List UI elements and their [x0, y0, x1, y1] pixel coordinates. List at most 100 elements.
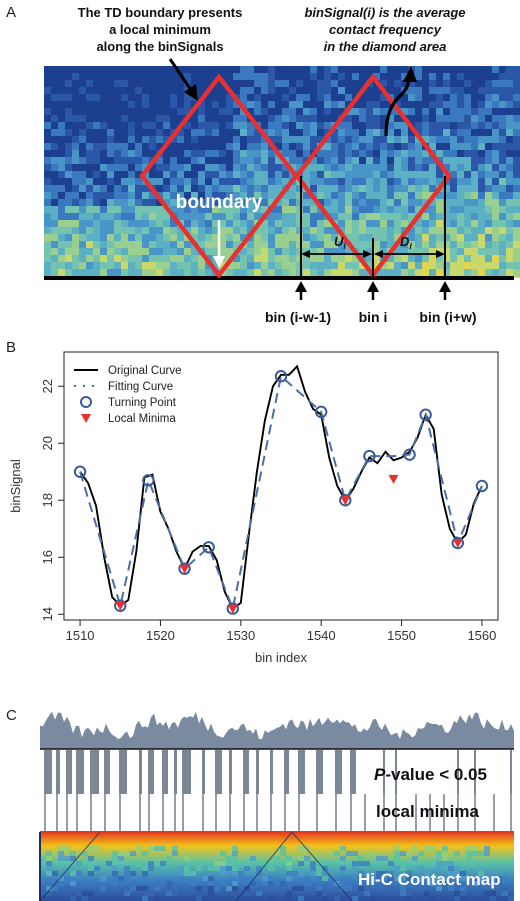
hic-cell — [466, 851, 472, 856]
hic-cell — [346, 851, 352, 856]
hic-cell — [70, 881, 76, 886]
hic-cell — [130, 851, 136, 856]
hic-cell — [436, 886, 442, 891]
turning-point — [451, 536, 465, 550]
hic-cell — [352, 866, 358, 871]
series-fitting-curve — [79, 374, 483, 613]
pvalue-bar — [395, 750, 397, 794]
local-minimum — [340, 496, 351, 506]
hic-cell — [142, 886, 148, 891]
hic-cell — [316, 871, 322, 876]
hic-cell — [286, 861, 292, 866]
hic-cell — [430, 861, 436, 866]
hic-cell — [154, 896, 160, 901]
hic-cell — [232, 871, 238, 876]
hic-cell — [388, 871, 394, 876]
hic-cell — [310, 866, 316, 871]
hic-cell — [208, 891, 214, 896]
hic-cell — [142, 896, 148, 901]
tad-edge — [291, 831, 353, 901]
hic-cell — [322, 876, 328, 881]
hic-cell — [196, 861, 202, 866]
x-tick-label: 1540 — [307, 628, 336, 643]
turning-point — [339, 494, 352, 507]
y-axis-label: binSignal — [8, 459, 23, 513]
pvalue-bar — [229, 750, 232, 794]
hic-cell — [298, 871, 304, 876]
hic-cell — [484, 851, 490, 856]
pvalue-bar — [104, 750, 110, 794]
hic-cell — [382, 871, 388, 876]
legend-swatch-turning — [80, 396, 92, 408]
hic-cell — [424, 891, 430, 896]
hic-cell — [220, 871, 226, 876]
pvalue-bar — [90, 750, 99, 794]
y-tick-label: 22 — [40, 379, 55, 393]
hic-cell — [340, 881, 346, 886]
turning-point — [142, 474, 155, 487]
hic-cell — [142, 866, 148, 871]
hic-cell — [484, 891, 490, 896]
hic-cell — [112, 851, 118, 856]
hic-cell — [208, 881, 214, 886]
hic-cell — [106, 861, 112, 866]
local-minimum — [115, 601, 126, 611]
u-label: Ui — [334, 234, 346, 251]
hic-cell — [124, 891, 130, 896]
hic-cell — [436, 876, 442, 881]
hic-cell — [454, 866, 460, 871]
pvalue-bar — [270, 750, 273, 794]
hic-cell — [70, 851, 76, 856]
hic-cell — [478, 871, 484, 876]
note-left-arrow-head — [184, 84, 198, 101]
turning-point — [419, 408, 432, 421]
turning-point — [314, 405, 328, 419]
turning-point — [202, 541, 215, 554]
note-left-3: along the binSignals — [96, 39, 223, 54]
hic-cell — [406, 896, 412, 901]
hic-cell — [286, 891, 292, 896]
hic-cell — [88, 856, 94, 861]
hic-cell — [226, 886, 232, 891]
hic-cell — [370, 851, 376, 856]
tad-edge — [39, 831, 101, 901]
hic-cell — [448, 861, 454, 866]
hic-cell — [148, 861, 154, 866]
hic-cell — [172, 846, 178, 851]
hic-cell — [442, 861, 448, 866]
hic-cell — [466, 856, 472, 861]
hic-cell — [112, 881, 118, 886]
hic-cell — [490, 896, 496, 901]
hic-cell — [334, 896, 340, 901]
turning-point — [178, 562, 191, 575]
local-minimum — [388, 474, 399, 484]
x-axis-label: bin index — [255, 650, 308, 665]
legend-entry: Local Minima — [108, 413, 176, 425]
hic-cell — [40, 891, 46, 896]
hic-cell — [322, 866, 328, 871]
hic-cell — [118, 851, 124, 856]
hic-cell — [244, 861, 250, 866]
hic-cell — [112, 866, 118, 871]
hic-cell — [340, 856, 346, 861]
turning-point — [475, 479, 489, 493]
hic-cell — [58, 846, 64, 851]
bin-label-left: bin (i-w-1) — [265, 309, 331, 325]
bin-label-right: bin (i+w) — [419, 309, 476, 325]
pvalue-bar — [284, 750, 289, 794]
hic-cell — [340, 866, 346, 871]
hic-cell — [166, 886, 172, 891]
hic-cell — [424, 871, 430, 876]
hic-cell — [484, 846, 490, 851]
pvalue-bar — [162, 750, 168, 794]
hic-cell — [508, 896, 514, 901]
hic-cell — [220, 851, 226, 856]
hic-cell — [268, 866, 274, 871]
pvalue-bar — [316, 750, 323, 794]
hic-cell — [142, 891, 148, 896]
hic-cell — [142, 871, 148, 876]
turning-point — [363, 449, 376, 463]
hic-cell — [430, 896, 436, 901]
hic-cell — [388, 886, 394, 891]
hic-cell — [448, 886, 454, 891]
